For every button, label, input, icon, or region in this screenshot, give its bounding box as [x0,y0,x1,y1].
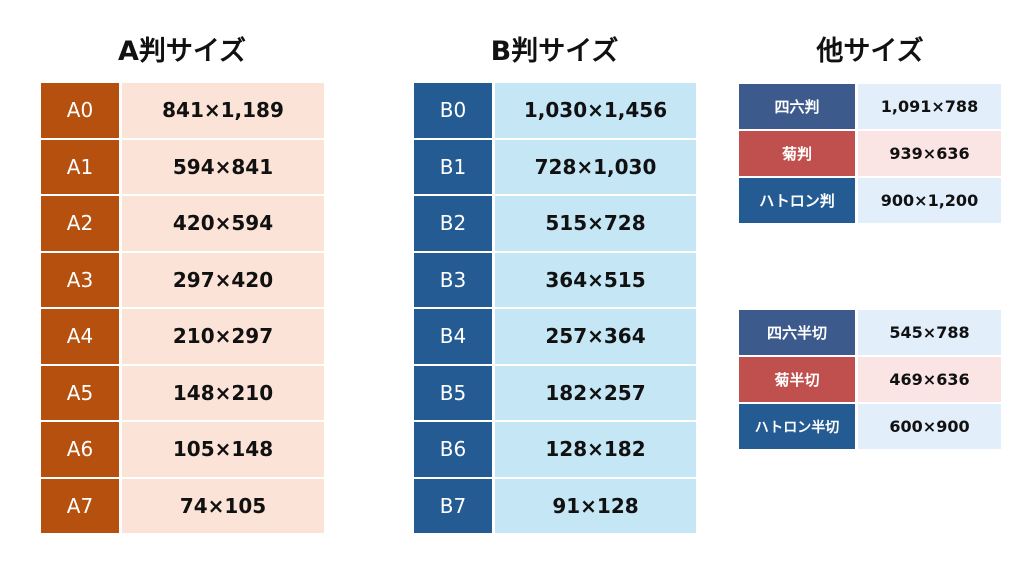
size-value: 594×841 [122,139,324,194]
size-label: B5 [414,365,492,420]
size-label: B1 [414,139,492,194]
size-label: 菊判 [739,131,855,176]
size-value: 728×1,030 [495,139,696,194]
size-value: 600×900 [858,404,1001,449]
size-label: A4 [41,309,119,364]
table-row: B1 728×1,030 [414,139,696,194]
table-row: B2 515×728 [414,196,696,251]
size-label: ハトロン判 [739,178,855,223]
table-row: B7 91×128 [414,478,696,533]
size-value: 841×1,189 [122,83,324,138]
size-label: ハトロン半切 [739,404,855,449]
size-value: 210×297 [122,309,324,364]
table-row: A3 297×420 [41,252,324,307]
size-value: 257×364 [495,309,696,364]
size-value: 469×636 [858,357,1001,402]
size-label: B6 [414,422,492,477]
table-row: 四六半切 545×788 [739,310,1001,355]
size-label: 四六判 [739,84,855,129]
table-row: 菊半切 469×636 [739,357,1001,402]
size-label: A2 [41,196,119,251]
other-full-table: 四六判 1,091×788 菊判 939×636 ハトロン判 900×1,200 [739,84,1001,225]
size-label: 菊半切 [739,357,855,402]
size-value: 105×148 [122,422,324,477]
size-value: 148×210 [122,365,324,420]
size-value: 297×420 [122,252,324,307]
size-label: A0 [41,83,119,138]
size-label: B4 [414,309,492,364]
size-value: 91×128 [495,478,696,533]
size-value: 545×788 [858,310,1001,355]
size-value: 939×636 [858,131,1001,176]
table-row: A7 74×105 [41,478,324,533]
a-series-table: A0 841×1,189 A1 594×841 A2 420×594 A3 297×42… [41,83,324,533]
b-series-title: B判サイズ [490,36,619,67]
table-row: B5 182×257 [414,365,696,420]
table-row: ハトロン半切 600×900 [739,404,1001,449]
size-value: 420×594 [122,196,324,251]
b-series-table: B0 1,030×1,456 B1 728×1,030 B2 515×728 B3 36… [414,83,696,533]
size-value: 515×728 [495,196,696,251]
table-row: B6 128×182 [414,422,696,477]
a-series-title: A判サイズ [117,36,247,67]
table-row: A0 841×1,189 [41,83,324,138]
table-row: 四六判 1,091×788 [739,84,1001,129]
size-value: 900×1,200 [858,178,1001,223]
size-label: A3 [41,252,119,307]
size-label: B7 [414,478,492,533]
size-value: 1,030×1,456 [495,83,696,138]
size-value: 128×182 [495,422,696,477]
other-sizes-title: 他サイズ [816,36,924,67]
size-label: A5 [41,365,119,420]
table-row: A1 594×841 [41,139,324,194]
table-row: A6 105×148 [41,422,324,477]
table-row: A5 148×210 [41,365,324,420]
size-value: 364×515 [495,252,696,307]
table-row: 菊判 939×636 [739,131,1001,176]
other-half-table: 四六半切 545×788 菊半切 469×636 ハトロン半切 600×900 [739,310,1001,451]
size-value: 182×257 [495,365,696,420]
size-value: 74×105 [122,478,324,533]
size-label: B3 [414,252,492,307]
size-label: 四六半切 [739,310,855,355]
table-row: B4 257×364 [414,309,696,364]
table-row: A2 420×594 [41,196,324,251]
size-label: A1 [41,139,119,194]
table-row: A4 210×297 [41,309,324,364]
size-value: 1,091×788 [858,84,1001,129]
size-label: B2 [414,196,492,251]
size-label: B0 [414,83,492,138]
table-row: B3 364×515 [414,252,696,307]
table-row: ハトロン判 900×1,200 [739,178,1001,223]
size-label: A7 [41,478,119,533]
table-row: B0 1,030×1,456 [414,83,696,138]
size-label: A6 [41,422,119,477]
